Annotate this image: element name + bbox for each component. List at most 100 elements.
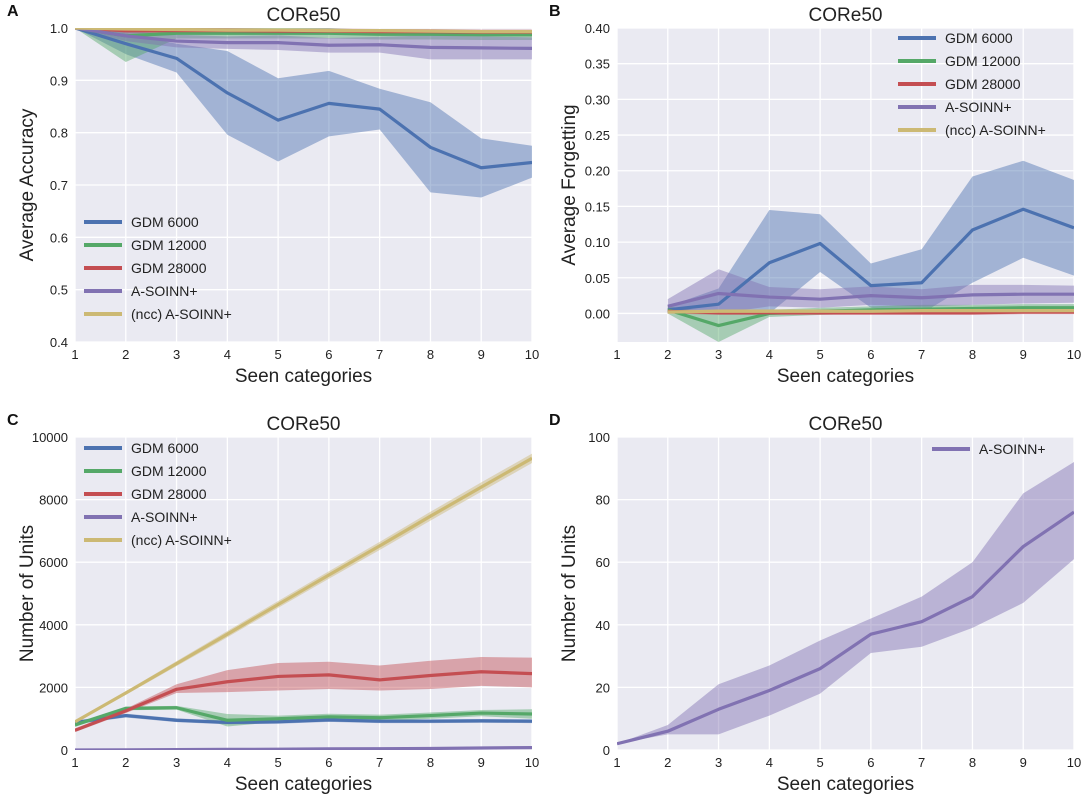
line-gdm6000 [75,28,532,170]
x-tick-label: 8 [427,347,434,362]
band-asoinn [617,462,1074,744]
x-tick-label: 2 [664,755,671,770]
x-tick-label: 5 [274,347,281,362]
y-tick-label: 10000 [32,430,68,445]
x-tick-label: 2 [122,755,129,770]
legend: A-SOINN+ [932,441,1046,457]
x-axis-label: Seen categories [235,774,372,795]
band-gdm6000 [667,160,1074,314]
y-tick-label: 0.00 [585,306,610,321]
chart-title: CORe50 [267,414,341,435]
legend: GDM 6000 GDM 12000 GDM 28000 A-SOINN+ (ncc) … [84,440,232,548]
x-tick-label: 5 [274,755,281,770]
legend-label: (ncc) A-SOINN+ [945,122,1046,138]
plot-area-c [75,437,532,750]
x-tick-label: 1 [71,347,78,362]
x-tick-label: 10 [1067,755,1081,770]
y-tick-label: 8000 [39,493,68,508]
x-tick-label: 9 [1020,347,1027,362]
y-axis-label: Number of Units [559,525,580,662]
line-asoinn [667,291,1074,308]
y-tick-label: 0.25 [585,128,610,143]
legend: GDM 6000 GDM 12000 GDM 28000 A-SOINN+ (ncc) … [898,30,1046,138]
y-tick-label: 0.20 [585,164,610,179]
chart-title: CORe50 [809,5,883,26]
x-axis-label: Seen categories [777,774,914,795]
y-tick-label: 0.35 [585,57,610,72]
x-tick-label: 7 [918,347,925,362]
band-gdm12000 [75,28,532,63]
y-tick-label: 0.40 [585,21,610,36]
line-gdm6000 [75,713,532,725]
x-tick-label: 9 [478,755,485,770]
y-tick-label: 4000 [39,618,68,633]
x-tick-label: 7 [376,347,383,362]
y-tick-label: 0.15 [585,199,610,214]
legend-label: GDM 28000 [945,76,1021,92]
x-tick-label: 5 [816,755,823,770]
x-tick-label: 3 [173,347,180,362]
x-tick-label: 10 [525,755,539,770]
y-tick-label: 0.5 [50,283,68,298]
x-tick-label: 4 [224,755,231,770]
line-gdm12000 [75,28,532,38]
legend-label: GDM 6000 [131,214,199,230]
legend-label: A-SOINN+ [979,441,1046,457]
y-tick-label: 0 [61,743,68,758]
x-axis-label: Seen categories [235,366,372,387]
y-tick-label: 60 [596,555,610,570]
legend-label: GDM 12000 [131,463,207,479]
y-tick-label: 0.10 [585,235,610,250]
x-tick-label: 3 [715,347,722,362]
x-tick-label: 7 [918,755,925,770]
x-tick-label: 3 [173,755,180,770]
plot-area-b [617,28,1074,342]
x-tick-label: 6 [325,347,332,362]
legend-label: GDM 12000 [131,237,207,253]
x-tick-label: 6 [325,755,332,770]
legend-label: GDM 6000 [131,440,199,456]
y-tick-label: 1.0 [50,21,68,36]
series-group-c [75,453,532,750]
y-axis-label: Number of Units [17,525,38,662]
y-tick-label: 0.7 [50,178,68,193]
line-gdm12000 [75,706,532,727]
y-tick-label: 0.4 [50,335,68,350]
line-ncc [667,309,1074,314]
legend-label: GDM 28000 [131,486,207,502]
band-asoinn [667,269,1074,314]
legend-label: (ncc) A-SOINN+ [131,532,232,548]
x-tick-label: 8 [969,755,976,770]
x-tick-label: 7 [376,755,383,770]
x-tick-label: 1 [613,755,620,770]
legend-label: A-SOINN+ [131,283,198,299]
plot-area-d [617,437,1074,750]
y-tick-label: 100 [588,430,610,445]
y-axis-label: Average Forgetting [559,104,580,265]
y-tick-label: 0.30 [585,92,610,107]
chart-title: CORe50 [809,414,883,435]
legend-label: GDM 12000 [945,53,1021,69]
panel-letter: C [7,412,19,429]
x-tick-label: 9 [478,347,485,362]
y-tick-label: 0.05 [585,271,610,286]
legend-label: (ncc) A-SOINN+ [131,306,232,322]
x-tick-label: 1 [613,347,620,362]
x-tick-label: 5 [816,347,823,362]
x-tick-label: 6 [867,755,874,770]
x-tick-label: 6 [867,347,874,362]
x-tick-label: 10 [1067,347,1081,362]
legend-label: A-SOINN+ [131,509,198,525]
x-tick-label: 9 [1020,755,1027,770]
y-tick-label: 0.9 [50,73,68,88]
panel-letter: D [549,412,561,429]
x-tick-label: 2 [664,347,671,362]
line-ncc [75,28,532,34]
y-tick-label: 40 [596,618,610,633]
y-tick-label: 2000 [39,680,68,695]
line-asoinn [75,746,532,750]
legend-label: A-SOINN+ [945,99,1012,115]
panel-letter: B [549,3,561,20]
x-tick-label: 4 [766,347,773,362]
x-tick-label: 4 [224,347,231,362]
